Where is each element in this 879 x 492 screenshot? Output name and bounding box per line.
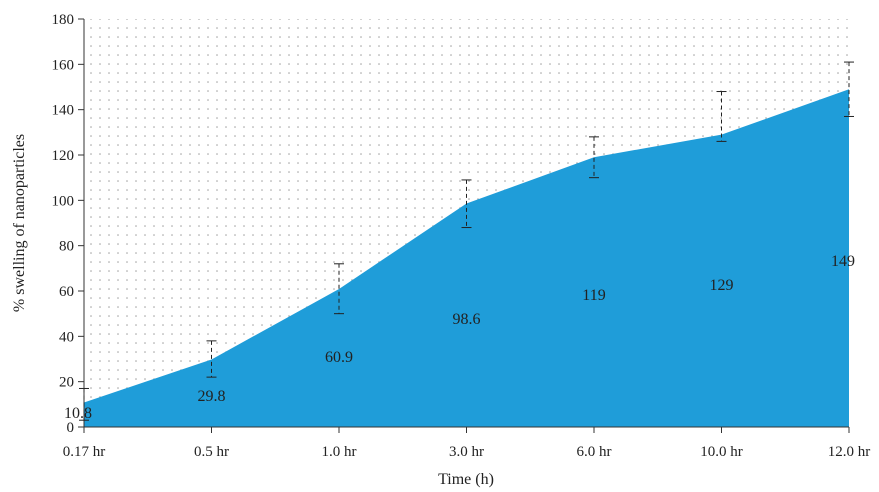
error-bar (589, 136, 599, 179)
error-bar (716, 91, 727, 142)
y-tick-label: 20 (59, 375, 74, 391)
error-bar (461, 179, 472, 229)
x-tick-label: 0.17 hr (63, 444, 106, 460)
area-series (84, 89, 849, 428)
data-label: 129 (710, 277, 734, 294)
x-tick-label: 6.0 hr (577, 444, 612, 460)
x-tick-label: 3.0 hr (449, 444, 484, 460)
data-label: 149 (831, 253, 855, 270)
error-bar (844, 61, 854, 117)
y-tick-label: 40 (59, 329, 74, 345)
y-tick-label: 0 (67, 420, 75, 436)
error-bar (206, 340, 217, 378)
y-tick-label: 80 (59, 239, 74, 255)
y-tick-label: 120 (52, 148, 75, 164)
x-tick-label: 10.0 hr (700, 444, 743, 460)
y-tick-label: 60 (59, 284, 74, 300)
error-bar (79, 387, 89, 421)
error-bar (334, 263, 344, 315)
y-tick-label: 180 (52, 12, 75, 28)
data-label: 119 (582, 287, 605, 304)
data-label: 29.8 (198, 388, 226, 405)
y-axis-label: % swelling of nanoparticles (11, 134, 28, 312)
x-axis-label: Time (h) (438, 471, 494, 488)
data-label: 98.6 (453, 311, 481, 328)
y-tick-label: 100 (52, 193, 75, 209)
data-label: 60.9 (325, 349, 353, 366)
x-tick-label: 12.0 hr (828, 444, 871, 460)
data-label: 10.8 (64, 405, 92, 422)
y-tick-label: 160 (52, 57, 75, 73)
y-tick-label: 140 (52, 103, 75, 119)
x-tick-label: 0.5 hr (194, 444, 229, 460)
x-tick-label: 1.0 hr (322, 444, 357, 460)
